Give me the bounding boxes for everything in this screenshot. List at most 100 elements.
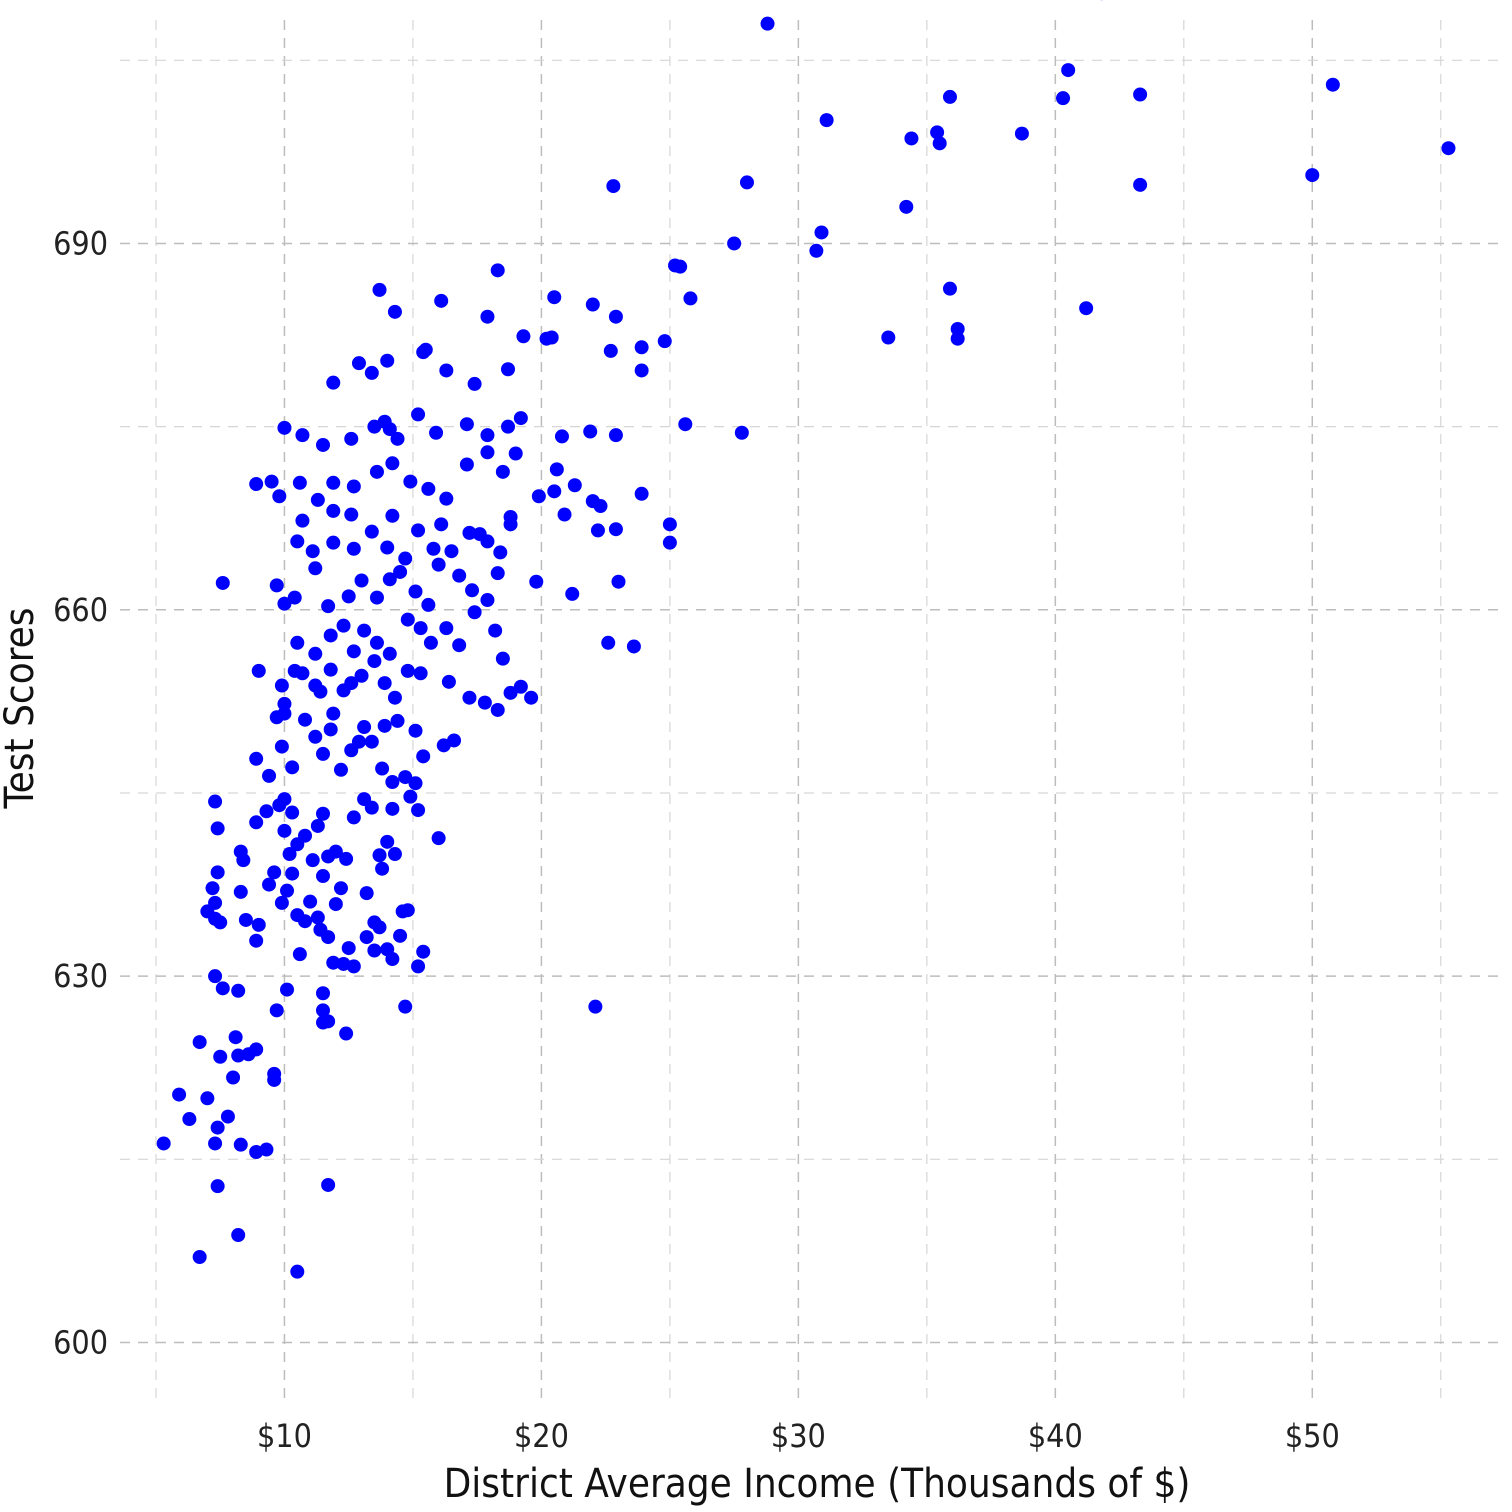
data-point [434,293,449,308]
data-point [210,1179,225,1194]
data-point [226,1070,241,1085]
data-point [249,1144,264,1159]
data-point [462,525,477,540]
data-point [495,651,510,666]
data-point [480,593,495,608]
data-point [950,331,965,346]
data-point [403,474,418,489]
data-point [1061,63,1076,78]
data-point [439,491,454,506]
data-point [634,363,649,378]
data-point [367,943,382,958]
data-point [490,566,505,581]
data-point [411,959,426,974]
data-point [441,674,456,689]
data-point [259,804,274,819]
data-point [403,789,418,804]
data-point [354,668,369,683]
data-point [814,225,829,240]
data-point [308,646,323,661]
x-axis-title: District Average Income (Thousands of $) [444,1461,1191,1507]
data-point [480,428,495,443]
data-point [942,89,957,104]
data-point [387,690,402,705]
data-point [208,895,223,910]
data-point [1079,301,1094,316]
data-point [267,865,282,880]
data-point [547,290,562,305]
data-point [608,522,623,537]
data-point [305,853,320,868]
data-point [1014,126,1029,141]
data-point [290,534,305,549]
data-point [603,343,618,358]
data-point [385,508,400,523]
data-point [490,702,505,717]
data-point [495,464,510,479]
data-point [249,751,264,766]
data-point [657,334,672,349]
data-point [557,507,572,522]
data-point [359,930,374,945]
data-point [287,590,302,605]
x-tick-label: $50 [1285,1417,1340,1455]
y-axis-title: Test Scores [0,607,43,809]
data-point [508,446,523,461]
data-point [308,729,323,744]
data-point [547,484,562,499]
data-point [367,419,382,434]
data-point [734,425,749,440]
data-point [282,847,297,862]
data-point [881,330,896,345]
data-point [274,678,289,693]
data-point [233,1137,248,1152]
data-point [1133,177,1148,192]
data-point [393,928,408,943]
data-point [346,644,361,659]
data-point [364,365,379,380]
data-point [459,417,474,432]
data-point [904,131,919,146]
data-point [295,666,310,681]
data-point [280,982,295,997]
data-point [208,969,223,984]
data-point [313,922,328,937]
data-point [346,810,361,825]
data-points [156,0,1456,1279]
data-point [236,853,251,868]
data-point [413,621,428,636]
data-point [321,1177,336,1192]
data-point [269,578,284,593]
data-point [233,884,248,899]
data-point [328,897,343,912]
data-point [385,801,400,816]
data-point [364,800,379,815]
data-point [228,1030,243,1045]
data-point [357,720,372,735]
data-point [267,1072,282,1087]
data-point [398,551,413,566]
y-tick-label: 630 [53,957,108,995]
data-point [544,330,559,345]
data-point [683,291,698,306]
data-point [662,535,677,550]
data-point [351,734,366,749]
data-point [398,770,413,785]
data-point [277,420,292,435]
data-point [608,428,623,443]
data-point [390,431,405,446]
data-point [387,304,402,319]
data-point [269,1003,284,1018]
data-point [421,597,436,612]
y-tick-label: 600 [53,1323,108,1361]
data-point [601,635,616,650]
data-point [439,363,454,378]
data-point [501,362,516,377]
data-point [416,944,431,959]
data-point [372,282,387,297]
data-point [480,445,495,460]
data-point [554,429,569,444]
data-point [339,851,354,866]
data-point [477,695,492,710]
data-point [503,510,518,525]
